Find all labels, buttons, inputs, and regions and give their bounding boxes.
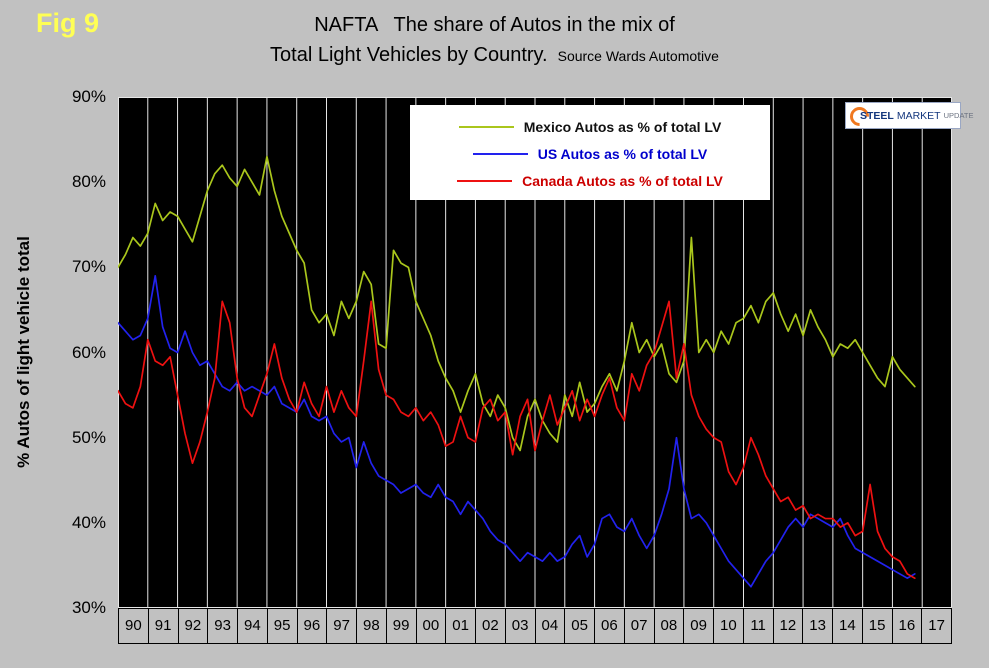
legend-label: Canada Autos as % of total LV xyxy=(522,172,723,189)
x-axis-tick-label: 13 xyxy=(802,609,832,643)
x-axis-tick-label: 00 xyxy=(415,609,446,643)
series-line-canada xyxy=(118,300,916,580)
x-axis-tick-label: 08 xyxy=(653,609,684,643)
chart-title-line1: NAFTA The share of Autos in the mix of xyxy=(314,14,675,36)
chart-title-line2-text: Total Light Vehicles by Country. xyxy=(270,44,548,66)
x-axis-tick-label: 01 xyxy=(445,609,475,643)
y-axis-tick-label: 30% xyxy=(71,598,106,617)
x-axis-tick-label: 93 xyxy=(207,609,237,643)
legend-item-mexico: Mexico Autos as % of total LV xyxy=(410,113,770,140)
series-line-us xyxy=(118,275,916,588)
y-axis-tick-label: 40% xyxy=(71,512,106,532)
x-axis-tick-label: 97 xyxy=(326,609,356,643)
legend-item-canada: Canada Autos as % of total LV xyxy=(410,167,770,194)
x-axis-tick-label: 92 xyxy=(177,609,208,643)
x-axis-tick-label: 94 xyxy=(237,609,267,643)
y-axis-tick-labels: 90% 80% 70% 60% 50% 40% 30% xyxy=(0,87,110,617)
x-axis-tick-label: 11 xyxy=(742,609,773,643)
series-line-mexico xyxy=(118,155,916,452)
x-axis-tick-label: 05 xyxy=(564,609,594,643)
x-axis-tick-label: 15 xyxy=(861,609,892,643)
x-axis-tick-label: 17 xyxy=(921,609,952,643)
legend-label: US Autos as % of total LV xyxy=(537,145,708,162)
legend-line-sample xyxy=(458,125,514,128)
x-axis-tick-label: 12 xyxy=(772,609,803,643)
y-axis-tick-label: 50% xyxy=(71,427,106,447)
x-axis-tick-label: 90 xyxy=(118,609,148,643)
legend-label: Mexico Autos as % of total LV xyxy=(523,118,722,135)
chart-title-line2: Total Light Vehicles by Country. Source W… xyxy=(0,44,989,67)
chart-title-block: NAFTA The share of Autos in the mix of T… xyxy=(0,14,989,67)
x-axis-tick-label: 07 xyxy=(623,609,654,643)
logo-text-market: MARKET xyxy=(896,109,941,122)
y-axis-tick-label: 70% xyxy=(71,257,106,277)
x-axis-tick-label: 91 xyxy=(147,609,178,643)
logo-text-update: UPDATE xyxy=(943,111,974,120)
x-axis-tick-label: 02 xyxy=(475,609,505,643)
x-axis-tick-labels: 90 91 92 93 94 95 96 97 98 99 00 01 02 03 04 05 06 07 08 09… xyxy=(118,608,952,644)
x-axis-tick-label: 14 xyxy=(832,609,862,643)
x-axis-tick-label: 98 xyxy=(356,609,386,643)
logo-text-steel: STEEL xyxy=(860,109,894,122)
legend-line-sample xyxy=(457,179,513,182)
x-axis-tick-label: 09 xyxy=(683,609,713,643)
x-axis-tick-label: 03 xyxy=(504,609,535,643)
y-axis-tick-label: 80% xyxy=(71,172,106,192)
steel-market-update-logo: STEEL MARKET UPDATE xyxy=(845,102,973,130)
x-axis-tick-label: 10 xyxy=(713,609,743,643)
y-axis-tick-label: 60% xyxy=(71,342,106,362)
x-axis-tick-label: 16 xyxy=(891,609,922,643)
figure-label: Fig 9 xyxy=(36,8,100,38)
legend-line-sample xyxy=(472,152,528,155)
plot-area: Mexico Autos as % of total LV US Autos as… xyxy=(118,97,973,608)
chart-source-note: Source Wards Automotive xyxy=(557,48,719,64)
x-axis-tick-label: 96 xyxy=(296,609,327,643)
x-axis-tick-label: 99 xyxy=(385,609,416,643)
x-axis-tick-label: 04 xyxy=(534,609,565,643)
legend: Mexico Autos as % of total LV US Autos as… xyxy=(410,105,770,200)
chart-canvas xyxy=(118,97,952,608)
x-axis-tick-label: 06 xyxy=(594,609,624,643)
x-axis-tick-label: 95 xyxy=(266,609,297,643)
y-axis-tick-label: 90% xyxy=(71,87,106,106)
legend-item-us: US Autos as % of total LV xyxy=(410,140,770,167)
